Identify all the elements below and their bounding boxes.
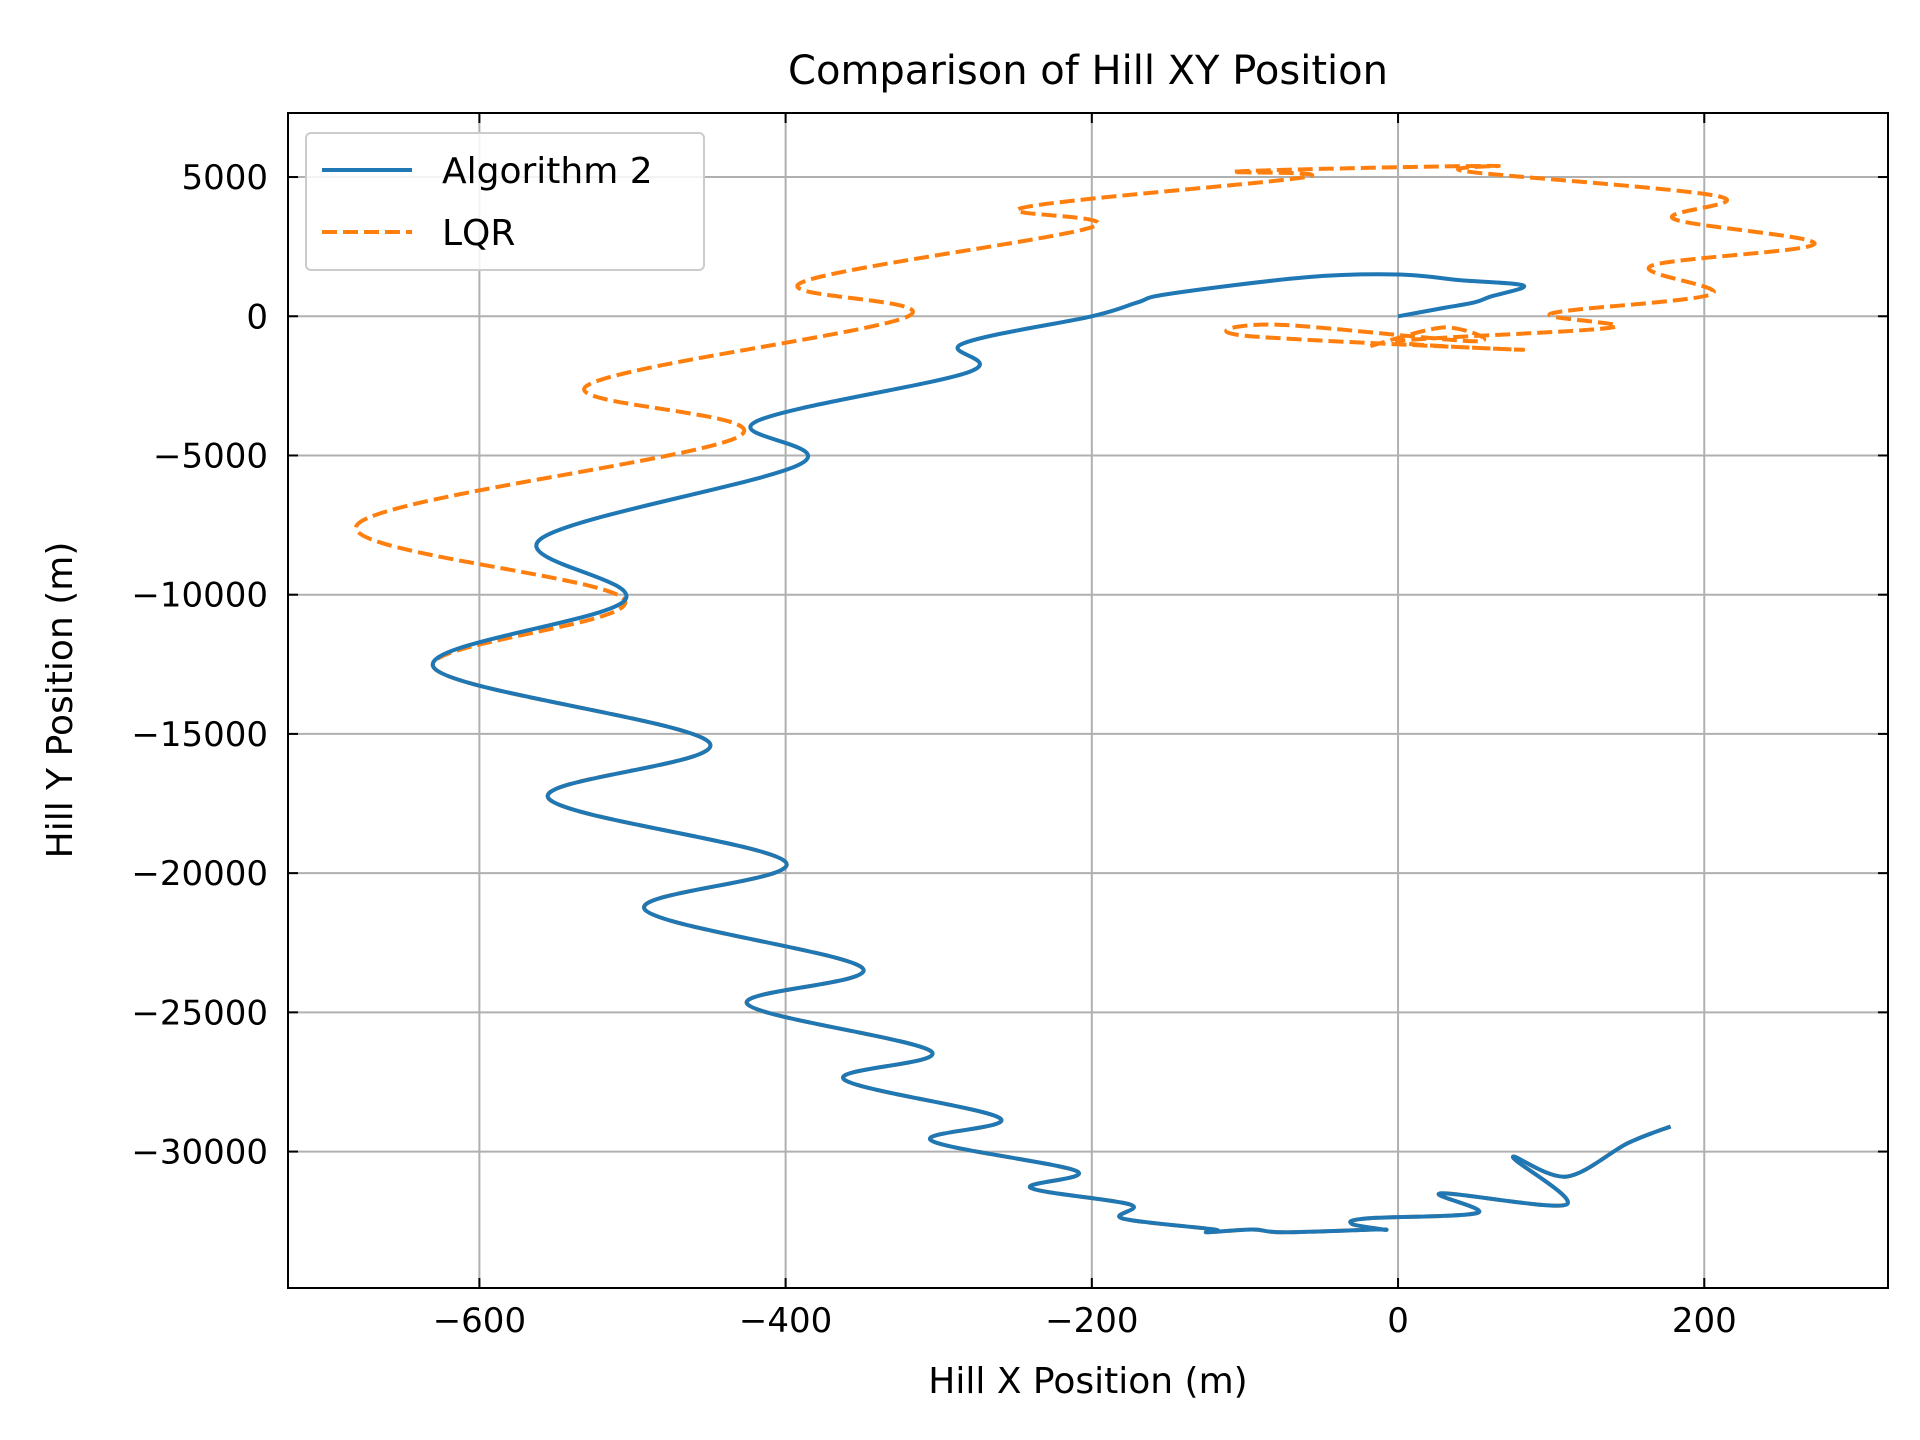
x-tick-label: −200 [1045, 1301, 1138, 1341]
y-tick-label: 5000 [181, 158, 268, 198]
legend: Algorithm 2 LQR [305, 132, 705, 271]
y-tick-label: −15000 [131, 715, 268, 755]
x-axis-label: Hill X Position (m) [928, 1361, 1247, 1402]
y-tick-label: −25000 [131, 993, 268, 1033]
y-tick-label: −5000 [153, 436, 268, 476]
legend-box [305, 132, 705, 271]
legend-label-lqr: LQR [442, 213, 515, 254]
x-tick-label: −600 [433, 1301, 526, 1341]
tick-layer: −600 −400 −200 0 200 5000 0 −5000 −10000 −15000 −2… [131, 113, 1888, 1341]
series-line-algorithm-2 [431, 272, 1672, 1235]
y-tick-label: −20000 [131, 854, 268, 894]
y-tick-label: 0 [246, 297, 268, 337]
grid-layer [288, 113, 1888, 1288]
legend-label-algorithm-2: Algorithm 2 [442, 151, 653, 192]
y-tick-label: −30000 [131, 1133, 268, 1173]
x-tick-label: 0 [1387, 1301, 1409, 1341]
chart-title: Comparison of Hill XY Position [788, 48, 1388, 94]
y-tick-label: −10000 [131, 576, 268, 616]
x-tick-label: −400 [739, 1301, 832, 1341]
plot-frame [287, 112, 1889, 1289]
series-layer [354, 163, 1817, 1235]
y-axis-label: Hill Y Position (m) [40, 542, 81, 859]
x-tick-label: 200 [1672, 1301, 1737, 1341]
